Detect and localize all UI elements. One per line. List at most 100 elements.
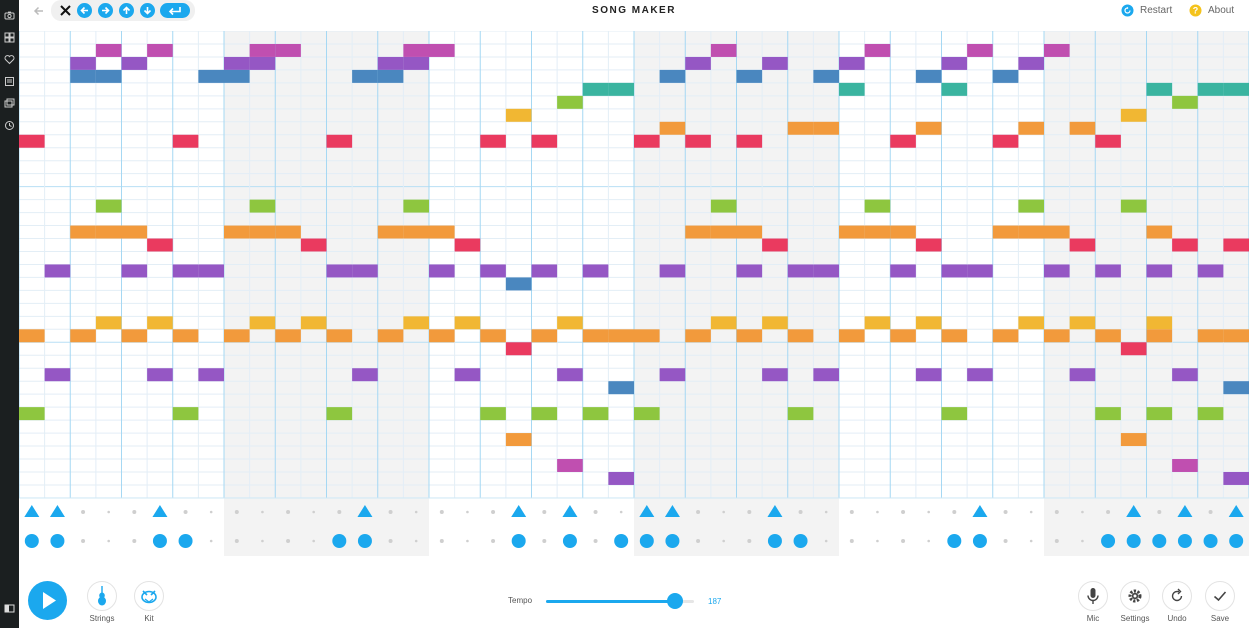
restart-icon bbox=[1121, 4, 1134, 17]
rhythm-dot bbox=[209, 539, 213, 543]
instrument-button[interactable] bbox=[87, 581, 117, 611]
melody-note bbox=[403, 43, 429, 57]
rhythm-dot bbox=[261, 510, 264, 514]
question-icon: ? bbox=[1189, 4, 1202, 17]
melody-note bbox=[377, 69, 404, 83]
notes-icon[interactable] bbox=[4, 76, 15, 87]
rhythm-dot bbox=[747, 539, 752, 543]
undo-button[interactable] bbox=[1162, 581, 1192, 611]
rhythm-dot bbox=[542, 539, 547, 543]
mic-label: Mic bbox=[1086, 614, 1100, 623]
rhythm-dot bbox=[1157, 510, 1162, 514]
bar-shade bbox=[634, 498, 839, 556]
melody-note bbox=[634, 407, 660, 421]
melody-note bbox=[95, 199, 122, 213]
heart-icon[interactable] bbox=[4, 54, 15, 65]
melody-note bbox=[915, 316, 942, 330]
rhythm-dot bbox=[593, 510, 598, 514]
melody-note bbox=[531, 264, 558, 278]
arrow-up-icon[interactable] bbox=[119, 3, 134, 18]
melody-note bbox=[480, 264, 506, 278]
rhythm-dot bbox=[312, 539, 315, 543]
back-arrow-icon[interactable] bbox=[31, 3, 47, 19]
melody-note bbox=[1146, 329, 1173, 343]
rhythm-dot bbox=[491, 539, 496, 543]
melody-note bbox=[659, 368, 686, 382]
kick-circle bbox=[24, 534, 39, 548]
save-button[interactable] bbox=[1205, 581, 1235, 611]
rhythm-dot bbox=[414, 510, 418, 514]
arrow-right-icon[interactable] bbox=[98, 3, 113, 18]
rhythm-dot bbox=[286, 510, 291, 514]
restart-button[interactable]: Restart bbox=[1121, 4, 1172, 17]
melody-note bbox=[1223, 82, 1249, 96]
rhythm-dot bbox=[107, 539, 110, 543]
melody-note bbox=[249, 56, 276, 70]
melody-note bbox=[121, 329, 148, 343]
melody-note bbox=[429, 329, 455, 343]
melody-note bbox=[915, 238, 942, 252]
melody-note bbox=[890, 264, 916, 278]
grid-icon[interactable] bbox=[4, 32, 15, 43]
rhythm-dot bbox=[1003, 510, 1008, 514]
kick-circle bbox=[357, 534, 372, 548]
melody-note bbox=[813, 264, 839, 278]
melody-note bbox=[839, 56, 865, 70]
melody-note bbox=[941, 264, 968, 278]
melody-note bbox=[967, 368, 993, 382]
song-grid[interactable] bbox=[19, 31, 1249, 556]
gallery-icon[interactable] bbox=[4, 98, 15, 109]
tempo-slider-handle[interactable] bbox=[666, 593, 683, 609]
melody-note bbox=[147, 238, 173, 252]
melody-note bbox=[1223, 471, 1249, 485]
rhythm-dot bbox=[261, 539, 264, 543]
panel-icon[interactable] bbox=[4, 603, 15, 614]
melody-note bbox=[710, 316, 737, 330]
rhythm-dot bbox=[466, 510, 469, 514]
kick-circle bbox=[793, 534, 808, 548]
rhythm-dot bbox=[414, 539, 418, 543]
melody-note bbox=[95, 43, 122, 57]
melody-note bbox=[1146, 225, 1173, 239]
history-icon[interactable] bbox=[4, 120, 15, 131]
melody-note bbox=[377, 225, 404, 239]
melody-note bbox=[403, 316, 429, 330]
melody-note bbox=[659, 264, 686, 278]
tempo-slider[interactable] bbox=[546, 600, 694, 603]
kit-button[interactable] bbox=[134, 581, 164, 611]
melody-note bbox=[198, 264, 224, 278]
violin-icon bbox=[98, 586, 106, 606]
play-button[interactable] bbox=[28, 581, 67, 620]
rhythm-dot bbox=[439, 539, 444, 543]
rhythm-dot bbox=[619, 510, 623, 514]
melody-note bbox=[147, 368, 173, 382]
melody-note bbox=[813, 69, 839, 83]
about-button[interactable]: ? About bbox=[1189, 4, 1234, 17]
melody-note bbox=[762, 56, 788, 70]
camera-icon[interactable] bbox=[4, 10, 15, 21]
melody-note bbox=[95, 225, 122, 239]
melody-note bbox=[147, 316, 173, 330]
settings-button[interactable] bbox=[1120, 581, 1150, 611]
enter-icon[interactable] bbox=[160, 3, 190, 18]
snare-triangle bbox=[1126, 505, 1142, 517]
melody-note bbox=[1018, 225, 1044, 239]
melody-note bbox=[813, 368, 839, 382]
rhythm-dot bbox=[876, 510, 879, 514]
arrow-down-icon[interactable] bbox=[140, 3, 155, 18]
melody-note bbox=[736, 69, 763, 83]
rhythm-dot bbox=[542, 510, 547, 514]
melody-note bbox=[249, 43, 276, 57]
rhythm-dot bbox=[286, 539, 291, 543]
rhythm-dot bbox=[132, 539, 137, 543]
melody-note bbox=[275, 225, 301, 239]
melody-note bbox=[634, 134, 660, 148]
mic-button[interactable] bbox=[1078, 581, 1108, 611]
close-icon[interactable] bbox=[58, 3, 73, 18]
arrow-left-icon[interactable] bbox=[77, 3, 92, 18]
keyboard-controls bbox=[51, 0, 195, 21]
rhythm-dot bbox=[849, 510, 854, 514]
melody-note bbox=[480, 407, 506, 421]
melody-note bbox=[736, 329, 763, 343]
melody-note bbox=[121, 225, 148, 239]
